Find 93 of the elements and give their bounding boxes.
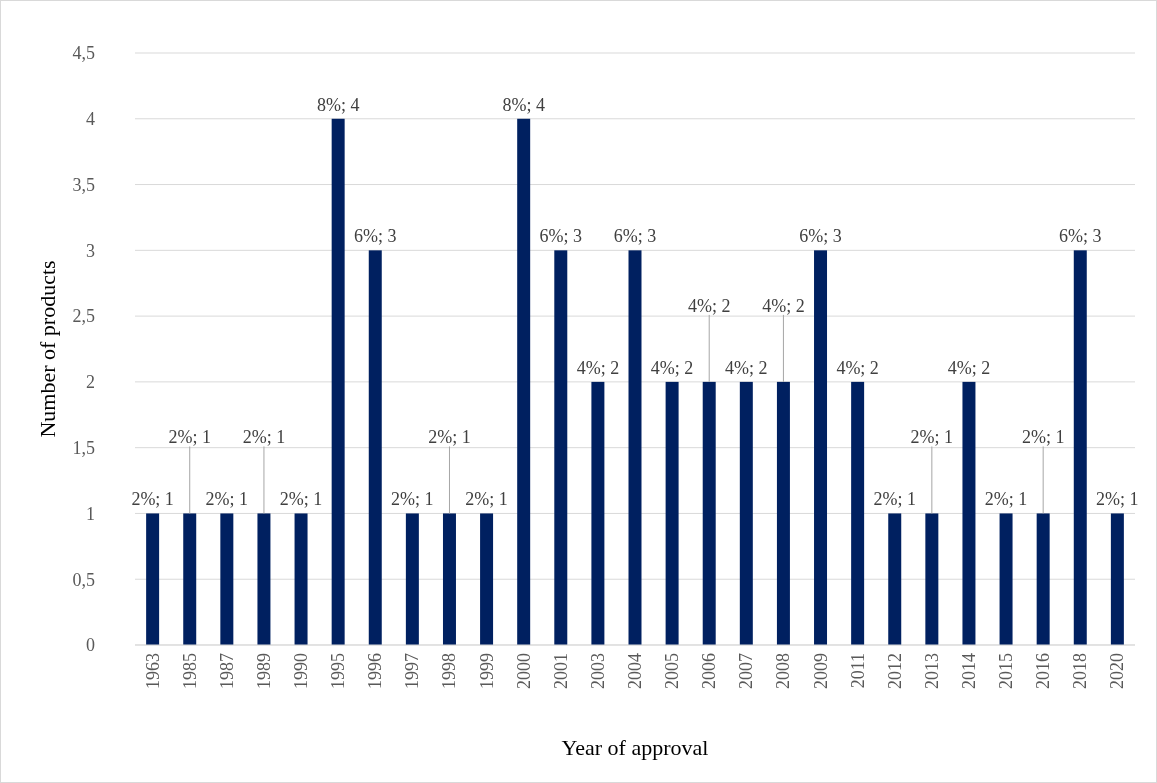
- bar: [1110, 513, 1124, 645]
- bar: [814, 250, 828, 645]
- y-tick-label: 3: [86, 240, 95, 261]
- data-label: 6%; 3: [799, 226, 842, 247]
- data-label: 6%; 3: [539, 226, 583, 247]
- bar: [591, 381, 605, 645]
- y-tick-label: 1: [86, 503, 95, 524]
- y-tick-label: 2,5: [72, 306, 95, 327]
- x-tick-label: 1995: [328, 653, 349, 689]
- data-label: 2%; 1: [428, 427, 471, 448]
- x-tick-label: 2003: [587, 653, 608, 689]
- x-tick-label: 2011: [847, 653, 868, 689]
- bar: [294, 513, 308, 645]
- bar: [888, 513, 902, 645]
- x-tick-label: 2013: [921, 653, 942, 689]
- bar: [739, 381, 753, 645]
- bar: [331, 118, 345, 645]
- x-tick-label: 2004: [625, 653, 645, 689]
- x-tick-label: 2007: [736, 653, 757, 689]
- y-tick-label: 0: [86, 635, 95, 656]
- data-label: 2%; 1: [1096, 489, 1139, 510]
- data-label: 2%; 1: [131, 489, 174, 510]
- bar: [220, 513, 234, 645]
- x-tick-label: 1997: [402, 653, 423, 689]
- x-tick-label: 1998: [439, 653, 460, 689]
- bar: [368, 250, 382, 645]
- data-label: 4%; 2: [762, 295, 805, 316]
- x-tick-label: 2000: [513, 653, 534, 689]
- x-tick-label: 2001: [550, 653, 571, 689]
- data-label: 4%; 2: [836, 357, 879, 378]
- data-label: 2%; 1: [465, 489, 508, 510]
- bar: [851, 381, 865, 645]
- bar: [183, 513, 197, 645]
- bar: [517, 118, 531, 645]
- data-label: 2%; 1: [205, 489, 249, 510]
- x-tick-label: 1989: [253, 653, 274, 689]
- data-label: 2%; 1: [279, 489, 323, 510]
- data-label: 6%; 3: [354, 226, 397, 247]
- y-axis-title: Number of products: [35, 260, 60, 438]
- bar: [628, 250, 642, 645]
- data-label: 2%; 1: [391, 489, 434, 510]
- bar: [925, 513, 939, 645]
- data-label: 4%; 2: [650, 357, 694, 378]
- bar: [1073, 250, 1087, 645]
- bar: [480, 513, 494, 645]
- data-label: 2%; 1: [873, 489, 916, 510]
- data-label: 2%; 1: [168, 427, 211, 448]
- x-tick-label: 1990: [291, 653, 312, 689]
- x-tick-label: 2015: [996, 653, 1017, 689]
- x-tick-label: 1963: [142, 653, 163, 689]
- bar: [1036, 513, 1050, 645]
- bar: [702, 381, 716, 645]
- y-tick-label: 3,5: [72, 174, 95, 195]
- x-tick-label: 2016: [1033, 653, 1054, 689]
- x-tick-label: 1996: [365, 653, 386, 689]
- data-label: 4%; 2: [725, 357, 768, 378]
- y-tick-label: 0,5: [72, 569, 95, 590]
- x-tick-label: 1985: [179, 653, 200, 689]
- y-tick-label: 4: [86, 109, 95, 130]
- data-label: 8%; 4: [502, 94, 545, 115]
- bar: [999, 513, 1013, 645]
- bar: [405, 513, 419, 645]
- x-tick-label: 2012: [884, 653, 905, 689]
- bar: [665, 381, 679, 645]
- x-tick-label: 1999: [476, 653, 497, 689]
- bar: [442, 513, 456, 645]
- x-tick-label: 1987: [216, 653, 237, 689]
- bar: [554, 250, 568, 645]
- data-label: 2%; 1: [242, 427, 286, 448]
- data-label: 6%; 3: [613, 226, 657, 247]
- x-tick-label: 2006: [699, 653, 720, 689]
- y-tick-label: 4,5: [72, 43, 95, 64]
- data-label: 2%; 1: [910, 427, 954, 448]
- x-tick-label: 2009: [810, 653, 831, 689]
- data-label: 2%; 1: [1021, 427, 1065, 448]
- bar: [257, 513, 271, 645]
- data-label: 4%; 2: [947, 357, 991, 378]
- x-tick-label: 2020: [1107, 653, 1128, 689]
- x-tick-label: 2005: [662, 653, 683, 689]
- x-axis-title: Year of approval: [561, 735, 709, 760]
- bar: [962, 381, 976, 645]
- data-label: 2%; 1: [984, 489, 1028, 510]
- x-tick-label: 2018: [1070, 653, 1091, 689]
- bar: [776, 381, 790, 645]
- x-tick-label: 2014: [958, 653, 979, 689]
- y-tick-label: 2: [86, 372, 95, 393]
- bar: [146, 513, 160, 645]
- data-label: 4%; 2: [687, 295, 731, 316]
- data-label: 4%; 2: [576, 357, 620, 378]
- data-label: 8%; 4: [316, 94, 360, 115]
- x-tick-label: 2008: [773, 653, 794, 689]
- y-tick-label: 1,5: [72, 437, 95, 458]
- data-label: 6%; 3: [1059, 226, 1102, 247]
